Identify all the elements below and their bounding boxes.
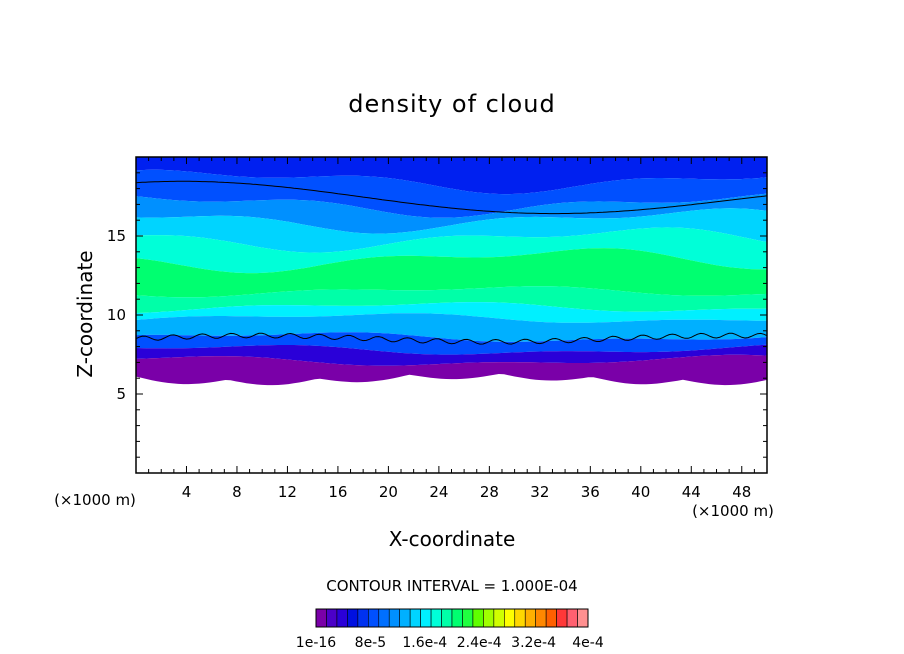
colorbar-labels: 1e-16 8e-5 1.6e-4 2.4e-4 3.2e-4 4e-4	[296, 635, 604, 651]
colorbar-swatch	[336, 608, 348, 628]
colorbar-swatch	[378, 608, 390, 628]
colorbar-label: 4e-4	[572, 635, 604, 651]
colorbar-swatch	[504, 608, 516, 628]
density-band-sky-blue	[136, 313, 767, 342]
contour-line-lower	[136, 332, 767, 345]
contour-line-upper	[136, 180, 767, 215]
colorbar-swatch	[441, 608, 453, 628]
colorbar-swatch	[420, 608, 432, 628]
x-tick-label: 48	[732, 483, 751, 501]
colorbar-swatch	[483, 608, 495, 628]
density-band-cyan-upper	[136, 208, 767, 253]
colorbar-swatch	[409, 608, 421, 628]
chart-title: density of cloud	[348, 90, 555, 118]
density-band-dark-blue-top	[136, 157, 767, 195]
density-band-deep-blue	[136, 344, 767, 366]
density-band-blue	[136, 169, 767, 218]
x-tick-label: 16	[328, 483, 347, 501]
x-axis-label: X-coordinate	[389, 527, 516, 551]
colorbar-label: 3.2e-4	[511, 635, 556, 651]
colorbar-swatch	[357, 608, 369, 628]
colorbar-swatch	[388, 608, 400, 628]
x-tick-label: 20	[379, 483, 398, 501]
colorbar-label: 8e-5	[355, 635, 386, 651]
x-tick-label: 8	[232, 483, 242, 501]
colorbar-swatch	[451, 608, 463, 628]
colorbar-swatch	[514, 608, 526, 628]
colorbar-swatch	[347, 608, 359, 628]
colorbar-swatch	[315, 608, 327, 628]
colorbar	[315, 608, 589, 628]
contour-lines	[136, 180, 767, 345]
colorbar-swatch	[493, 608, 505, 628]
density-band-aqua-lower	[136, 286, 767, 313]
density-band-light-blue	[136, 193, 767, 234]
y-tick-label: 10	[107, 306, 126, 324]
colorbar-swatch	[462, 608, 474, 628]
y-axis-ticks: 5 10 15	[107, 172, 767, 458]
colorbar-swatch	[430, 608, 442, 628]
x-axis-ticks: 4 8 12 16 20 24 28 32 36 40 44 48	[148, 157, 755, 501]
density-band-cyan-lower	[136, 302, 767, 323]
x-tick-label: 40	[631, 483, 650, 501]
x-unit-right: (×1000 m)	[692, 502, 774, 520]
colorbar-swatch	[326, 608, 338, 628]
colorbar-label: 2.4e-4	[457, 635, 502, 651]
cloud-density-field	[136, 157, 767, 386]
x-tick-label: 36	[581, 483, 600, 501]
x-tick-label: 24	[429, 483, 448, 501]
y-tick-label: 15	[107, 227, 126, 245]
colorbar-swatch	[472, 608, 484, 628]
contour-interval-text: CONTOUR INTERVAL = 1.000E-04	[326, 577, 577, 595]
x-unit-left: (×1000 m)	[54, 491, 136, 509]
colorbar-swatch	[535, 608, 547, 628]
colorbar-swatch	[545, 608, 557, 628]
colorbar-label: 1.6e-4	[402, 635, 447, 651]
x-tick-label: 4	[182, 483, 192, 501]
colorbar-swatch	[524, 608, 536, 628]
colorbar-frame	[315, 608, 589, 628]
y-tick-label: 5	[116, 385, 126, 403]
colorbar-label: 1e-16	[296, 635, 336, 651]
x-tick-label: 28	[480, 483, 499, 501]
colorbar-swatch	[566, 608, 578, 628]
density-band-violet-base	[136, 354, 767, 386]
x-tick-label: 44	[682, 483, 701, 501]
colorbar-swatch	[577, 608, 589, 628]
x-tick-label: 32	[530, 483, 549, 501]
colorbar-swatch	[556, 608, 568, 628]
colorbar-swatch	[368, 608, 380, 628]
x-tick-label: 12	[278, 483, 297, 501]
density-band-aqua-upper	[136, 227, 767, 274]
density-band-green-core	[136, 248, 767, 298]
colorbar-swatch	[399, 608, 411, 628]
y-axis-label: Z-coordinate	[73, 250, 97, 377]
